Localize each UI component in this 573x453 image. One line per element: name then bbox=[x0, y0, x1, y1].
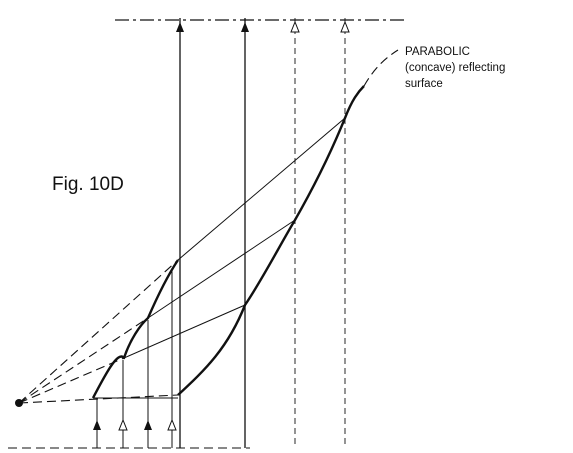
inner-surface bbox=[91, 259, 179, 399]
lower-arrow-3 bbox=[144, 420, 152, 430]
focal-dashed-ray-4 bbox=[18, 394, 179, 404]
lower-arrow-1 bbox=[93, 420, 101, 430]
cross-ray-3 bbox=[123, 304, 246, 359]
lower-arrow-2 bbox=[118, 418, 128, 431]
callout-line-2: (concave) reflecting bbox=[405, 62, 505, 74]
lower-arrow-4 bbox=[167, 418, 177, 431]
parabolic-surface bbox=[177, 85, 365, 396]
callout-line-3: surface bbox=[405, 78, 443, 90]
focal-dashed-ray-2 bbox=[18, 317, 149, 404]
ray-arrow-3 bbox=[290, 20, 300, 33]
callout-line-1: PARABOLIC bbox=[405, 46, 470, 58]
figure-label: Fig. 10D bbox=[52, 174, 124, 195]
focal-dashed-ray-1 bbox=[18, 259, 179, 404]
callout-leader bbox=[363, 49, 399, 87]
cross-ray-2 bbox=[147, 219, 296, 319]
focal-dashed-ray-3 bbox=[18, 357, 125, 404]
cross-ray-1 bbox=[177, 117, 346, 261]
ray-arrow-2 bbox=[241, 22, 249, 32]
ray-arrow-1 bbox=[176, 22, 184, 32]
ray-arrow-4 bbox=[340, 20, 350, 33]
